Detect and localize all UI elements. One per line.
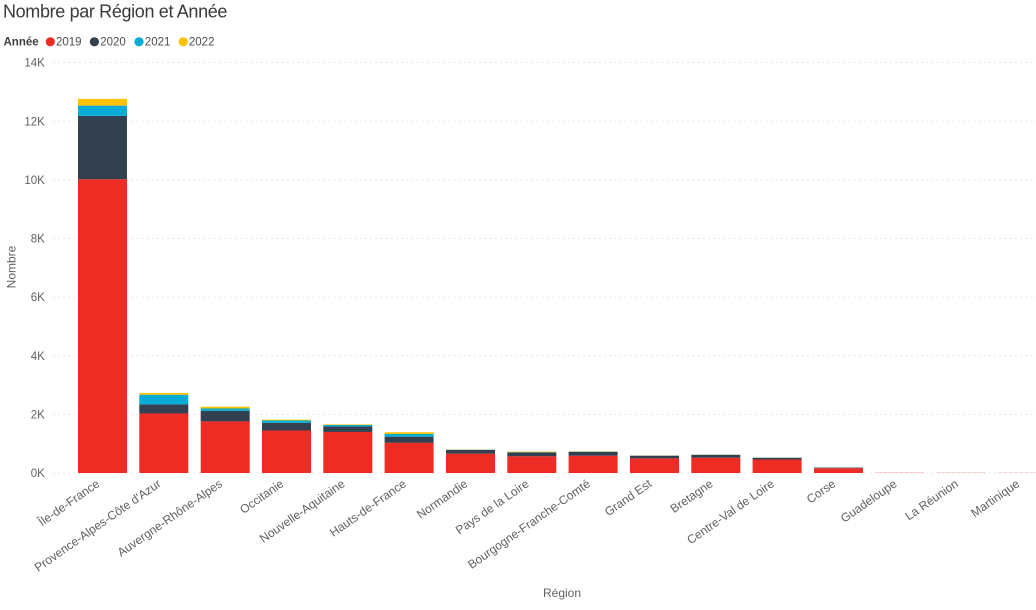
svg-text:2022: 2022 — [189, 37, 215, 49]
svg-text:8K: 8K — [31, 234, 45, 246]
svg-text:2020: 2020 — [100, 37, 126, 49]
svg-text:Région: Région — [543, 586, 581, 600]
svg-text:4K: 4K — [31, 351, 45, 363]
svg-text:12K: 12K — [24, 116, 45, 128]
svg-text:Nombre par Région et Année: Nombre par Région et Année — [3, 2, 227, 22]
svg-text:6K: 6K — [31, 292, 45, 304]
svg-text:2K: 2K — [31, 410, 45, 422]
svg-text:0K: 0K — [31, 468, 45, 480]
svg-text:14K: 14K — [24, 58, 45, 70]
svg-text:2021: 2021 — [145, 37, 171, 49]
svg-text:Année: Année — [4, 37, 39, 49]
svg-text:2019: 2019 — [56, 37, 82, 49]
svg-text:Nombre: Nombre — [4, 245, 18, 288]
svg-text:10K: 10K — [24, 175, 45, 187]
